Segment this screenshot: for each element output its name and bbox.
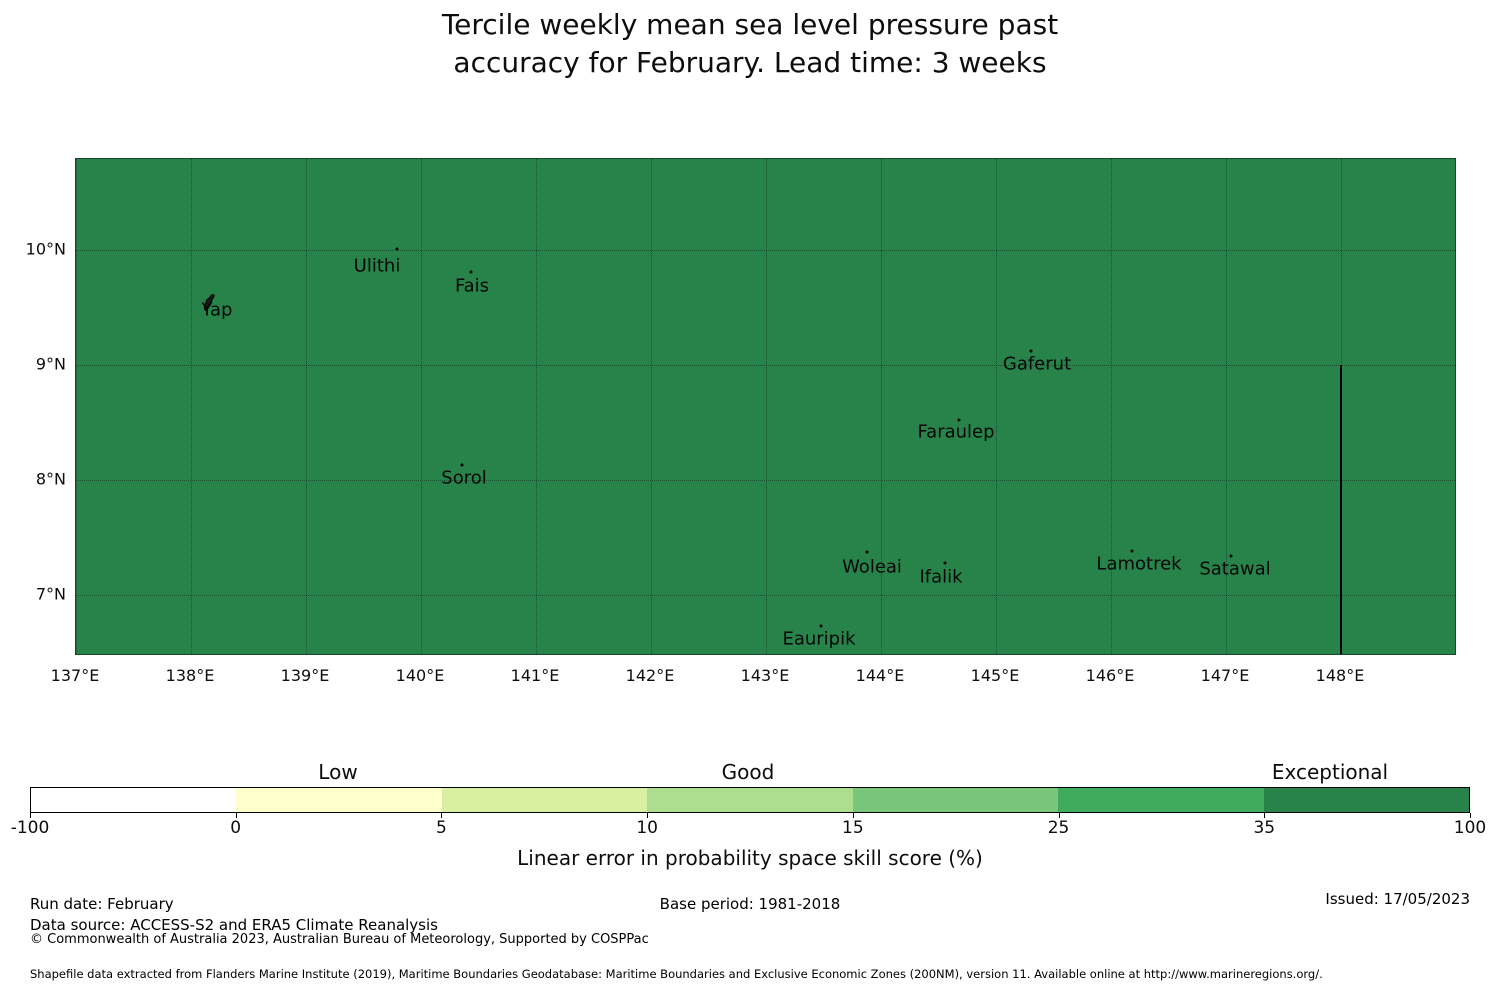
figure-title-line1: Tercile weekly mean sea level pressure p…	[441, 8, 1059, 41]
gridline-horizontal	[76, 365, 1455, 366]
x-axis-tick-label: 146°E	[1085, 666, 1135, 685]
colorbar-tick-mark	[1470, 813, 1471, 818]
colorbar-tick-mark	[1058, 813, 1060, 818]
island-dot	[1029, 349, 1033, 353]
colorbar-tick-label: 15	[842, 818, 864, 838]
x-axis-tick-label: 144°E	[855, 666, 905, 685]
colorbar-tick-mark	[441, 813, 443, 818]
y-axis-tick-label: 9°N	[35, 354, 66, 374]
gridline-vertical	[996, 159, 997, 654]
gridline-horizontal	[76, 480, 1455, 481]
colorbar-tick-label: 10	[636, 818, 658, 838]
gridline-horizontal	[76, 250, 1455, 251]
gridline-vertical	[1226, 159, 1227, 654]
island-dot	[1130, 549, 1134, 553]
colorbar-tick-mark	[235, 813, 237, 818]
colorbar-tick-label: 35	[1253, 818, 1276, 838]
y-axis-tick-label: 8°N	[35, 469, 66, 489]
colorbar-category-exceptional: Exceptional	[1271, 760, 1389, 784]
island-label-satawal: Satawal	[1199, 558, 1271, 580]
y-axis-tick-label: 10°N	[25, 239, 66, 259]
colorbar-segment	[1263, 788, 1469, 812]
colorbar-segment	[647, 788, 853, 812]
eez-boundary-line	[1340, 365, 1342, 654]
x-axis-tick-label: 148°E	[1315, 666, 1365, 685]
gridline-vertical	[1111, 159, 1112, 654]
shapefile-note-text: Shapefile data extracted from Flanders M…	[30, 967, 1323, 981]
island-label-ulithi: Ulithi	[353, 255, 401, 277]
colorbar-tick-mark	[30, 813, 31, 818]
colorbar	[30, 787, 1470, 813]
gridline-vertical	[881, 159, 882, 654]
run-date-text: Run date: February	[30, 895, 174, 913]
x-axis-tick-label: 137°E	[50, 666, 100, 685]
colorbar-category-low: Low	[318, 760, 358, 784]
figure-title: Tercile weekly mean sea level pressure p…	[0, 6, 1500, 82]
x-axis-tick-label: 140°E	[395, 666, 445, 685]
data-source-text: Data source: ACCESS-S2 and ERA5 Climate …	[30, 916, 438, 934]
island-dot	[943, 561, 947, 565]
island-label-eauripik: Eauripik	[782, 628, 856, 650]
x-axis-tick-label: 143°E	[740, 666, 790, 685]
colorbar-tick-label: -100	[10, 818, 50, 838]
x-axis-tick-label: 139°E	[280, 666, 330, 685]
copyright-text: © Commonwealth of Australia 2023, Austra…	[30, 932, 649, 947]
gridline-vertical	[421, 159, 422, 654]
island-label-gaferut: Gaferut	[1002, 353, 1072, 375]
colorbar-tick-label: 100	[1453, 818, 1487, 838]
island-dot	[957, 418, 961, 422]
colorbar-category-good: Good	[721, 760, 775, 784]
colorbar-segment	[441, 788, 648, 812]
issued-date-text: Issued: 17/05/2023	[1325, 890, 1470, 908]
colorbar-tick-mark	[647, 813, 649, 818]
gridline-vertical	[191, 159, 192, 654]
map-area: Yap Ulithi Fais Sorol Gaferut Faraulep Woleai I…	[75, 158, 1456, 655]
gridline-vertical	[76, 159, 77, 654]
island-label-faraulep: Faraulep	[917, 421, 995, 443]
figure-title-line2: accuracy for February. Lead time: 3 week…	[453, 46, 1047, 79]
island-label-woleai: Woleai	[842, 556, 902, 578]
gridline-vertical	[306, 159, 307, 654]
x-axis-tick-label: 145°E	[970, 666, 1020, 685]
gridline-vertical	[651, 159, 652, 654]
colorbar-tick-mark	[1264, 813, 1266, 818]
gridline-vertical	[766, 159, 767, 654]
y-axis-tick-label: 7°N	[35, 584, 66, 604]
island-label-fais: Fais	[454, 275, 490, 297]
gridline-vertical	[536, 159, 537, 654]
colorbar-tick-mark	[852, 813, 854, 818]
colorbar-tick-label: 0	[230, 818, 242, 838]
island-label-sorol: Sorol	[441, 467, 487, 489]
island-label-lamotrek: Lamotrek	[1096, 553, 1182, 575]
colorbar-tick-label: 5	[436, 818, 447, 838]
island-dot	[819, 624, 823, 628]
island-dot	[1229, 554, 1233, 558]
colorbar-segment	[852, 788, 1059, 812]
colorbar-tick-label: 25	[1047, 818, 1070, 838]
x-axis-tick-label: 147°E	[1200, 666, 1250, 685]
island-dot	[460, 463, 464, 467]
island-dot	[469, 270, 473, 274]
x-axis-tick-label: 141°E	[510, 666, 560, 685]
colorbar-segment	[31, 788, 237, 812]
gridline-horizontal	[76, 595, 1455, 596]
island-dot	[865, 550, 869, 554]
island-label-yap: Yap	[201, 299, 233, 321]
colorbar-segment	[236, 788, 442, 812]
base-period-text: Base period: 1981-2018	[659, 895, 841, 913]
colorbar-segment	[1058, 788, 1264, 812]
island-label-ifalik: Ifalik	[919, 566, 963, 588]
island-dot	[395, 247, 399, 251]
x-axis-tick-label: 142°E	[625, 666, 675, 685]
island-shape-yap	[201, 293, 216, 316]
colorbar-axis-label: Linear error in probability space skill …	[517, 846, 983, 870]
x-axis-tick-label: 138°E	[165, 666, 215, 685]
